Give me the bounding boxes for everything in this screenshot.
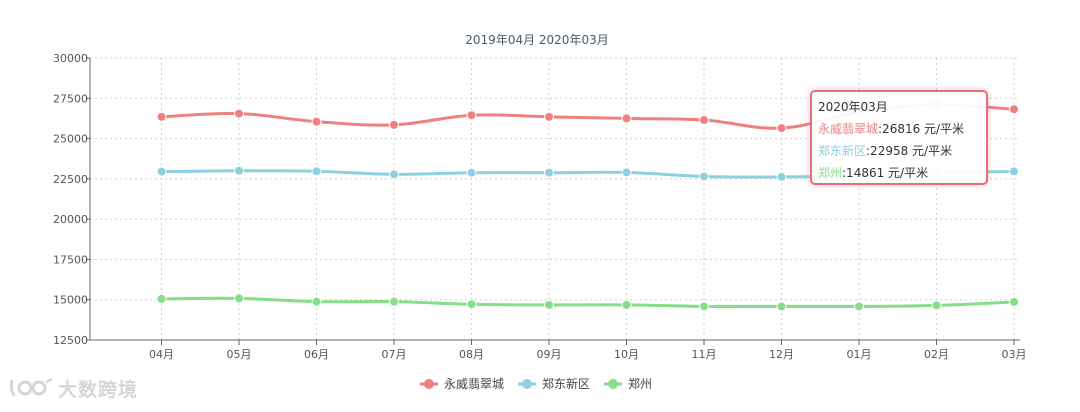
data-point [156,293,167,304]
data-point [776,301,787,312]
legend-marker-icon [424,379,434,389]
data-point [311,166,322,177]
y-tick-label: 15000 [53,294,88,307]
y-tick-label: 12500 [53,334,88,347]
x-tick-label: 07月 [382,348,407,361]
data-point [699,115,709,126]
tooltip-series-value: :22958 元/平米 [866,144,953,158]
data-point [621,299,632,310]
tooltip-row-2: 郑东新区:22958 元/平米 [818,140,980,162]
data-point [466,167,477,178]
data-point [1009,296,1019,307]
x-tick-label: 12月 [769,348,794,361]
data-point [699,301,709,312]
x-tick-label: 04月 [149,348,174,361]
data-point [389,119,399,130]
y-tick-label: 22500 [53,173,88,186]
data-point [621,113,632,124]
x-tick-label: 05月 [227,348,252,361]
chart-title: 2019年04月 2020年03月 [465,33,608,47]
x-tick-label: 02月 [924,348,949,361]
data-point [1009,104,1019,115]
data-point [466,110,477,121]
tooltip-row-1: 永威翡翠城:26816 元/平米 [818,118,980,140]
legend[interactable]: 永威翡翠城 郑东新区 郑州 [420,376,652,391]
watermark-text: 大数跨境 [58,378,139,401]
tooltip-series-value: :26816 元/平米 [878,122,965,136]
y-tick-label: 25000 [53,133,88,146]
grid-lines [90,57,1020,340]
y-tick-label: 17500 [53,253,88,266]
data-point [931,300,942,311]
tooltip-series-value: :14861 元/平米 [842,166,929,180]
tooltip-series-name: 郑州 [818,166,843,180]
data-point [156,166,167,177]
data-point [234,165,244,176]
legend-label: 永威翡翠城 [444,377,504,391]
tooltip-date: 2020年03月 [818,100,888,114]
data-point [156,111,167,122]
x-tick-label: 09月 [537,348,562,361]
data-point [854,301,864,312]
data-point [544,111,554,122]
data-point [776,123,787,134]
x-tick-label: 11月 [692,348,717,361]
data-point [234,108,244,119]
tooltip-row-3: 郑州:14861 元/平米 [818,162,980,184]
watermark-logo-icon [9,377,53,397]
legend-label: 郑州 [628,376,652,391]
y-tick-label: 27500 [53,92,88,105]
legend-marker-icon [608,379,618,389]
data-point [389,296,399,307]
data-tooltip: 2020年03月 永威翡翠城:26816 元/平米 郑东新区:22958 元/平… [810,90,988,185]
legend-label: 郑东新区 [542,376,590,391]
axes: 12500 15000 17500 20000 22500 25000 27500 30000… [53,52,1027,361]
series-line-3 [160,296,1016,309]
data-point [544,299,554,310]
y-tick-label: 20000 [53,213,88,226]
data-point [776,171,787,182]
data-point [234,293,244,304]
data-point [699,171,709,182]
data-point [466,299,477,310]
data-point [311,116,322,127]
data-point [544,167,554,178]
legend-item[interactable]: 郑东新区 [518,376,590,391]
tooltip-series-name: 永威翡翠城 [818,122,879,136]
legend-item[interactable]: 郑州 [604,376,652,391]
data-point [1009,166,1019,177]
data-point [389,169,399,180]
y-tick-label: 30000 [53,52,88,65]
x-tick-label: 06月 [304,348,329,361]
data-point [311,296,322,307]
watermark: 大数跨境 [8,374,138,402]
data-point [621,167,632,178]
x-tick-label: 01月 [847,348,872,361]
x-tick-label: 10月 [614,348,639,361]
x-tick-label: 03月 [1002,348,1027,361]
legend-item[interactable]: 永威翡翠城 [420,377,504,391]
x-tick-label: 08月 [459,348,484,361]
tooltip-series-name: 郑东新区 [818,144,867,158]
legend-marker-icon [522,379,532,389]
